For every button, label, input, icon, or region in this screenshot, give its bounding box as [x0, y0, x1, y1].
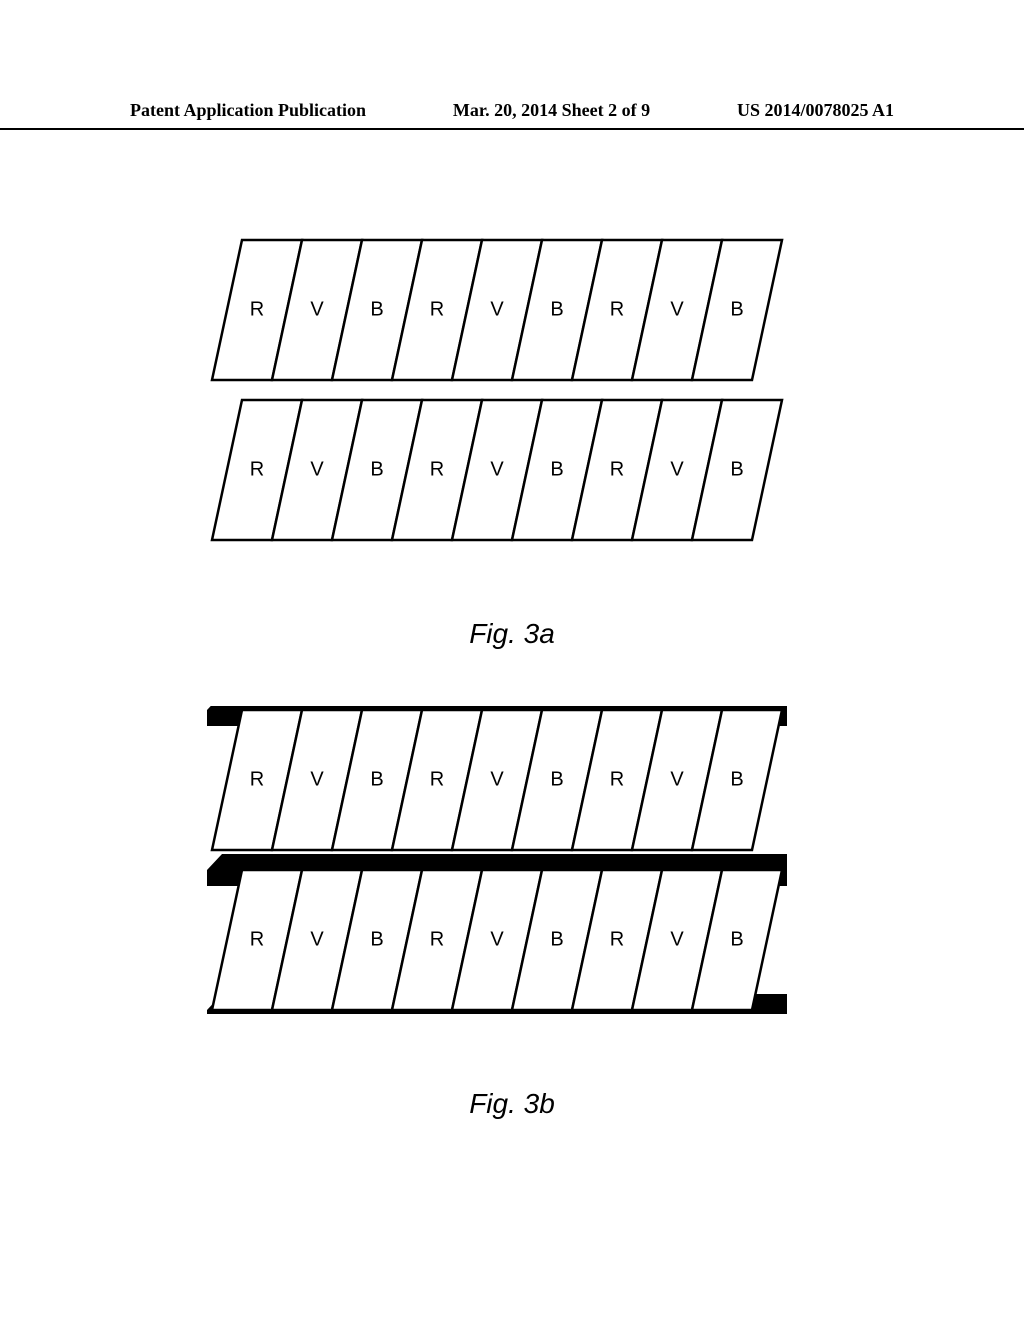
subpixel-label: R: [430, 768, 444, 790]
subpixel-label: B: [730, 458, 743, 480]
subpixel-label: V: [310, 458, 324, 480]
subpixel-label: V: [490, 458, 504, 480]
subpixel-label: R: [610, 928, 624, 950]
subpixel-label: R: [610, 768, 624, 790]
subpixel-label: V: [310, 928, 324, 950]
subpixel-label: R: [430, 458, 444, 480]
subpixel-label: V: [310, 298, 324, 320]
header-left: Patent Application Publication: [130, 100, 366, 128]
subpixel-label: V: [490, 928, 504, 950]
figure-3b-caption: Fig. 3b: [0, 1088, 1024, 1120]
subpixel-label: B: [370, 768, 383, 790]
subpixel-label: R: [610, 298, 624, 320]
figure-3a-caption: Fig. 3a: [0, 618, 1024, 650]
subpixel-label: V: [670, 768, 684, 790]
subpixel-label: V: [670, 298, 684, 320]
subpixel-label: V: [670, 928, 684, 950]
subpixel-label: R: [430, 298, 444, 320]
subpixel-label: R: [610, 458, 624, 480]
subpixel-label: B: [550, 768, 563, 790]
subpixel-label: B: [550, 928, 563, 950]
subpixel-label: B: [730, 928, 743, 950]
subpixel-label: V: [490, 298, 504, 320]
header-right: US 2014/0078025 A1: [737, 100, 894, 128]
figure-3a: R V B R V B R V B R V B R V B R V B Fig. 3a: [0, 230, 1024, 650]
subpixel-label: V: [490, 768, 504, 790]
subpixel-label: R: [250, 458, 264, 480]
header-center: Mar. 20, 2014 Sheet 2 of 9: [453, 100, 650, 128]
subpixel-label: R: [250, 768, 264, 790]
figure-3a-svg: R V B R V B R V B R V B R V B R V B: [182, 230, 842, 600]
subpixel-label: V: [670, 458, 684, 480]
subpixel-label: B: [370, 298, 383, 320]
subpixel-label: B: [550, 458, 563, 480]
subpixel-label: B: [370, 458, 383, 480]
subpixel-label: R: [430, 928, 444, 950]
subpixel-label: R: [250, 298, 264, 320]
subpixel-label: B: [370, 928, 383, 950]
subpixel-label: B: [550, 298, 563, 320]
figure-3b: R V B R V B R V B R V B R V B R V B Fig. 3b: [0, 700, 1024, 1120]
figure-3b-svg: R V B R V B R V B R V B R V B R V B: [182, 700, 842, 1070]
subpixel-label: R: [250, 928, 264, 950]
subpixel-label: B: [730, 298, 743, 320]
subpixel-label: B: [730, 768, 743, 790]
subpixel-label: V: [310, 768, 324, 790]
page-header: Patent Application Publication Mar. 20, …: [0, 100, 1024, 130]
